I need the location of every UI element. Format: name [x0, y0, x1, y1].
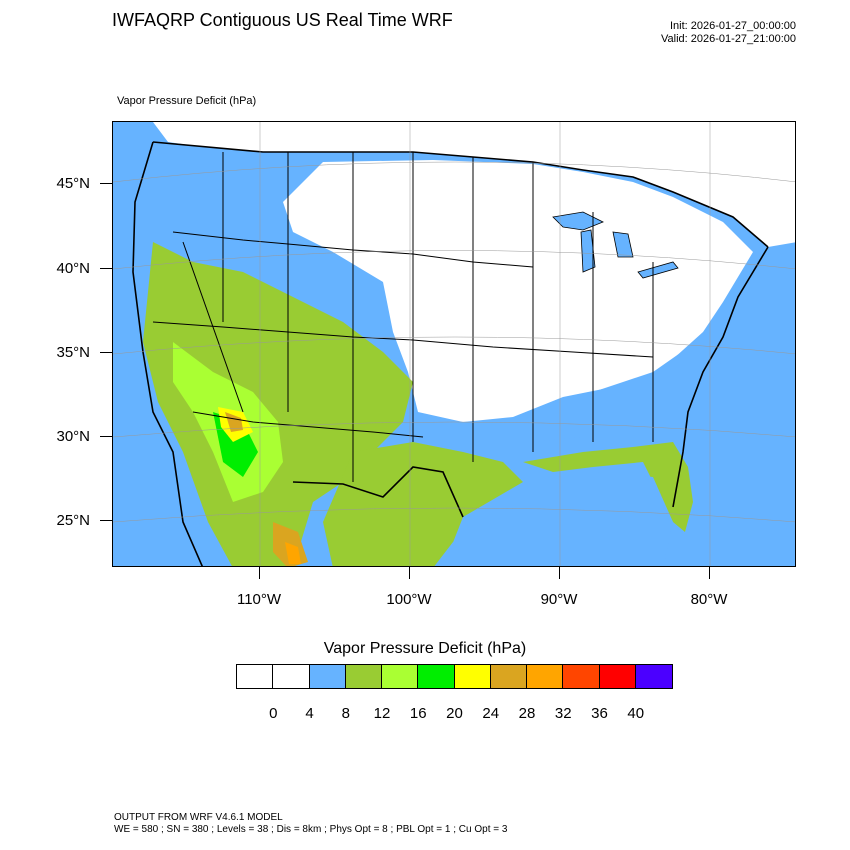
lat-label-40n: 40°N [56, 260, 90, 277]
valid-time: Valid: 2026-01-27_21:00:00 [661, 33, 796, 45]
lat-tick [100, 352, 112, 353]
gulf-of-mexico [443, 472, 673, 566]
colorbar-swatch [490, 665, 527, 688]
colorbar-label: 36 [591, 705, 608, 722]
lon-tick [559, 567, 560, 579]
colorbar-swatch [418, 665, 455, 688]
colorbar-swatch [635, 665, 672, 688]
model-info: OUTPUT FROM WRF V4.6.1 MODEL WE = 580 ; … [114, 812, 507, 836]
colorbar [236, 664, 673, 689]
map-panel [112, 121, 796, 567]
texas-mexico-region [323, 442, 523, 566]
lat-tick [100, 520, 112, 521]
southwest-region [143, 242, 413, 566]
dry-cold-region [283, 160, 753, 422]
lat-label-25n: 25°N [56, 512, 90, 529]
lon-tick [409, 567, 410, 579]
colorbar-label: 32 [554, 705, 572, 722]
colorbar-swatch [309, 665, 346, 688]
init-time: Init: 2026-01-27_00:00:00 [670, 20, 796, 32]
lat-label-30n: 30°N [56, 428, 90, 445]
lon-tick [709, 567, 710, 579]
mexico-border [292, 466, 464, 518]
colorbar-title: Vapor Pressure Deficit (hPa) [323, 640, 527, 657]
us-vpd-map [113, 122, 795, 566]
colorbar-label: 40 [627, 705, 645, 722]
colorbar-swatch [273, 665, 310, 688]
lon-label-90w: 90°W [540, 591, 578, 608]
canada-area [153, 122, 795, 247]
colorbar-swatch [237, 665, 274, 688]
lake-erie [637, 261, 679, 279]
lat-label-35n: 35°N [56, 344, 90, 361]
colorbar-swatch [563, 665, 600, 688]
mexico-hot-core [285, 542, 301, 564]
model-info-line1: OUTPUT FROM WRF V4.6.1 MODEL [114, 812, 283, 823]
lake-michigan [580, 229, 596, 273]
canada-border [152, 141, 769, 248]
colorbar-swatch [382, 665, 419, 688]
lat-tick [100, 268, 112, 269]
lat-tick [100, 436, 112, 437]
colorbar-label: 16 [409, 705, 427, 722]
colorbar-swatch [454, 665, 491, 688]
colorbar-label: 12 [373, 705, 391, 722]
field-label: Vapor Pressure Deficit (hPa) [117, 95, 257, 107]
colorbar-label: 8 [341, 705, 350, 722]
lon-label-100w: 100°W [386, 591, 432, 608]
colorbar-swatch [599, 665, 636, 688]
graticule [113, 122, 795, 566]
colorbar-label: 4 [305, 705, 314, 722]
lake-huron [612, 231, 634, 258]
lon-label-80w: 80°W [690, 591, 728, 608]
colorbar-label: 24 [482, 705, 500, 722]
lat-tick [100, 183, 112, 184]
lat-label-45n: 45°N [56, 175, 90, 192]
model-info-line2: WE = 580 ; SN = 380 ; Levels = 38 ; Dis … [114, 824, 508, 835]
plot-title: IWFAQRP Contiguous US Real Time WRF [112, 10, 453, 30]
state-boundaries [152, 152, 654, 482]
colorbar-swatch [345, 665, 382, 688]
colorbar-label: 20 [446, 705, 463, 722]
lon-label-110w: 110°W [236, 591, 282, 608]
colorbar-label: 28 [518, 705, 536, 722]
southeast-band [533, 337, 723, 447]
colorbar-label: 0 [269, 705, 278, 722]
lon-tick [259, 567, 260, 579]
gulf-coast-region [523, 442, 693, 532]
hot-spot-goldenrod [225, 412, 243, 432]
colorbar-swatch [527, 665, 564, 688]
coastline [132, 141, 769, 566]
